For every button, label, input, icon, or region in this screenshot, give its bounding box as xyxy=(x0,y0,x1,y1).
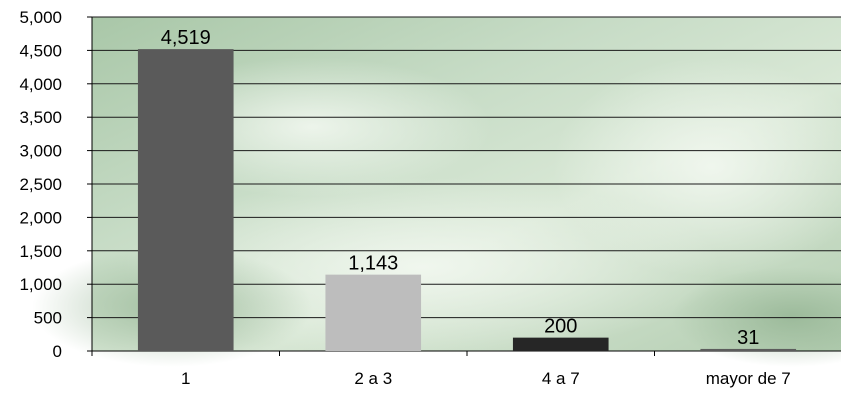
data-label: 1,143 xyxy=(348,253,398,275)
bar-4-a-7 xyxy=(512,337,609,351)
x-tick-label: 2 a 3 xyxy=(354,369,392,388)
y-tick-label: 500 xyxy=(34,309,62,328)
x-tick-label: 4 a 7 xyxy=(542,369,580,388)
y-tick-label: 4,000 xyxy=(19,75,62,94)
data-label: 31 xyxy=(737,327,759,349)
y-tick-label: 2,500 xyxy=(19,175,62,194)
data-labels: 4,519 1,143 200 31 xyxy=(161,27,760,349)
y-tick-label: 4,500 xyxy=(19,41,62,60)
x-tick-label: 1 xyxy=(181,369,190,388)
y-tick-label: 3,500 xyxy=(19,108,62,127)
x-tick-labels: 1 2 a 3 4 a 7 mayor de 7 xyxy=(181,369,791,388)
y-tick-label: 2,000 xyxy=(19,208,62,227)
bar-1 xyxy=(137,49,234,351)
y-tick-label: 3,000 xyxy=(19,142,62,161)
x-tick-label: mayor de 7 xyxy=(706,369,791,388)
y-tick-label: 1,500 xyxy=(19,242,62,261)
y-tick-labels: 0 500 1,000 1,500 2,000 2,500 3,000 3,500 4,000 4… xyxy=(19,8,62,361)
bar-2-a-3 xyxy=(325,274,422,351)
data-label: 200 xyxy=(544,316,577,338)
bar-mayor-de-7 xyxy=(700,348,797,351)
y-tick-label: 5,000 xyxy=(19,8,62,27)
y-tick-label: 1,000 xyxy=(19,275,62,294)
data-label: 4,519 xyxy=(161,27,211,49)
bars xyxy=(137,49,797,351)
y-tick-label: 0 xyxy=(53,342,62,361)
